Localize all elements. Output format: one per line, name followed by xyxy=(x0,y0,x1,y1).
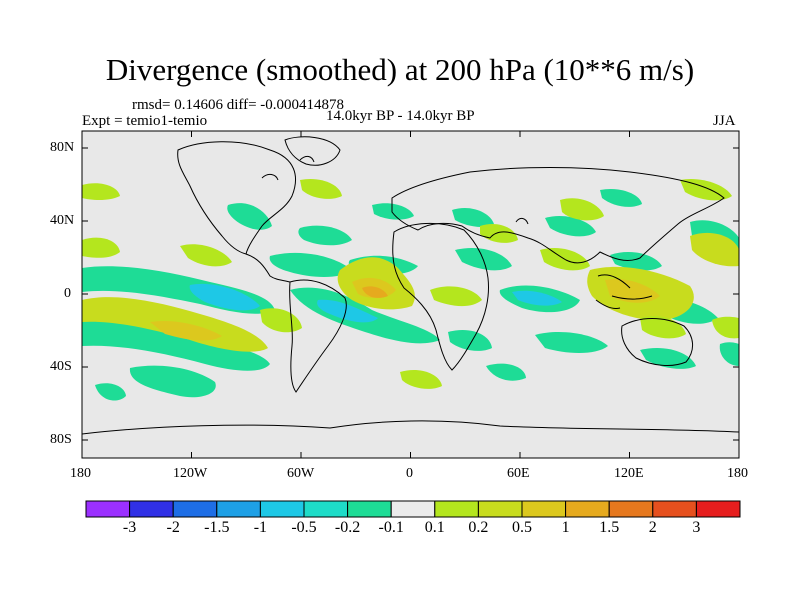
colorbar-label: 1.5 xyxy=(599,519,620,536)
lat-label-40n: 40N xyxy=(50,213,75,228)
lon-label-180e: 180 xyxy=(727,466,748,481)
colorbar-label: -0.1 xyxy=(378,519,404,536)
colorbar-swatch xyxy=(565,500,610,518)
colorbar-label: 0.1 xyxy=(424,519,445,536)
lat-label-0: 0 xyxy=(64,286,71,301)
axis-ticks xyxy=(81,131,740,458)
lat-label-80s: 80S xyxy=(50,432,72,447)
colorbar-label: -1 xyxy=(253,519,268,536)
coastlines xyxy=(82,136,739,435)
colorbar-label: -0.2 xyxy=(334,519,361,536)
colorbar-label: 0.2 xyxy=(468,519,489,536)
colorbar-label: 0.5 xyxy=(512,519,532,536)
colorbar-swatch xyxy=(347,500,392,518)
colorbar-swatch xyxy=(85,500,131,518)
lon-label-120w: 120W xyxy=(173,466,208,481)
colorbar-label: -2 xyxy=(166,519,180,536)
colorbar-label: 1 xyxy=(561,519,570,536)
colorbar-swatch xyxy=(303,500,349,518)
colorbar-label: 2 xyxy=(648,519,657,536)
colorbar-swatch xyxy=(216,500,261,518)
experiment-label: Expt = temio1-temio xyxy=(82,113,208,129)
lat-label-80n: 80N xyxy=(50,140,75,155)
colorbar xyxy=(85,500,741,518)
colorbar-swatch xyxy=(129,500,174,518)
colorbar-swatch xyxy=(259,500,305,518)
season-label: JJA xyxy=(713,113,736,129)
colorbar-label: -1.5 xyxy=(204,519,230,536)
lon-label-120e: 120E xyxy=(614,466,644,481)
negative-divergence-patches xyxy=(82,188,739,401)
lon-label-0: 0 xyxy=(406,466,413,481)
colorbar-swatch xyxy=(695,500,741,518)
colorbar-label: 3 xyxy=(692,519,701,536)
colorbar-label: -3 xyxy=(122,519,137,536)
period-label: 14.0kyr BP - 14.0kyr BP xyxy=(326,108,475,124)
colorbar-label: -0.5 xyxy=(291,519,317,536)
colorbar-swatch xyxy=(652,500,697,518)
lon-label-180w: 180 xyxy=(70,466,91,481)
colorbar-swatch xyxy=(521,500,567,518)
lat-label-40s: 40S xyxy=(50,359,72,374)
colorbar-swatch xyxy=(390,500,436,518)
lon-label-60w: 60W xyxy=(287,466,315,481)
colorbar-swatch xyxy=(477,500,523,518)
rmsd-diff-text: rmsd= 0.14606 diff= -0.000414878 xyxy=(132,97,345,113)
map-panel xyxy=(82,131,739,458)
lon-label-60e: 60E xyxy=(507,466,530,481)
colorbar-swatch xyxy=(608,500,654,518)
colorbar-swatch xyxy=(172,500,218,518)
plot-title: Divergence (smoothed) at 200 hPa (10**6 … xyxy=(105,52,695,87)
colorbar-swatch xyxy=(434,500,479,518)
